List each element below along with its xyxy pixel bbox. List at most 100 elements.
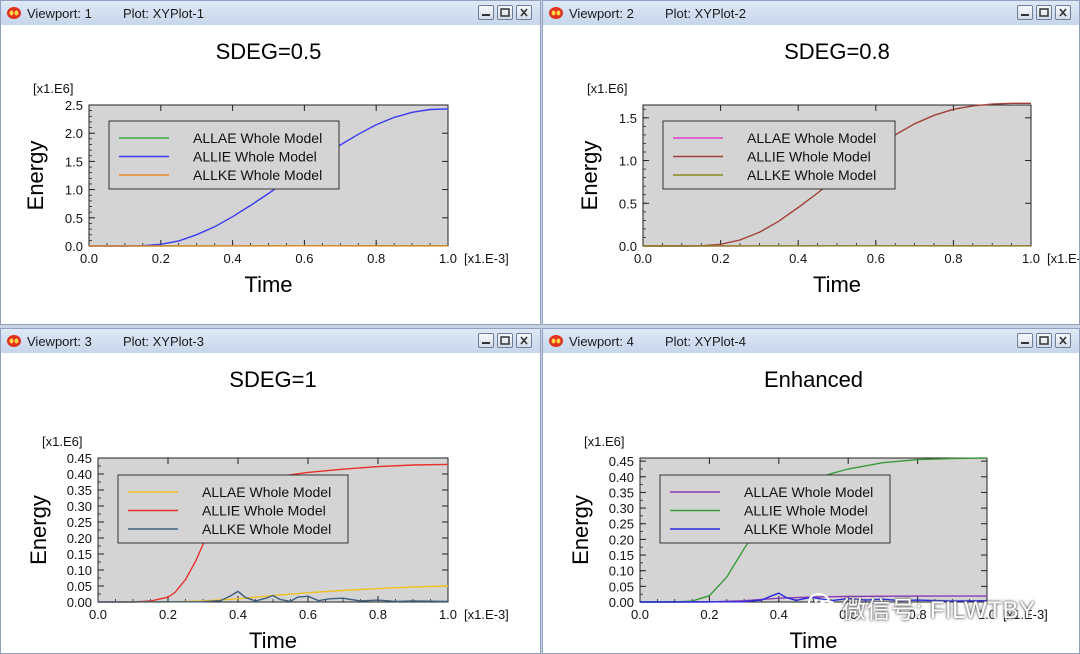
close-button[interactable] — [1055, 333, 1071, 348]
x-tick-label: 0.4 — [770, 607, 788, 622]
y-tick-label: 0.30 — [609, 501, 634, 516]
y-tick-label: 1.5 — [619, 111, 637, 126]
x-multiplier-label: [x1.E-3] — [1003, 607, 1048, 622]
x-tick-label: 0.2 — [152, 251, 170, 266]
x-tick-label: 1.0 — [978, 607, 996, 622]
y-tick-label: 0.00 — [67, 595, 92, 610]
viewport-label: Viewport: 1 — [27, 6, 92, 21]
x-multiplier-label: [x1.E-3] — [464, 251, 509, 266]
x-tick-label: 0.6 — [299, 607, 317, 622]
x-axis-label: Time — [244, 272, 292, 297]
viewport-title-bar[interactable]: Viewport: 4 Plot: XYPlot-4 — [543, 329, 1079, 354]
viewport-3[interactable]: Viewport: 3 Plot: XYPlot-3 SDEG=1 0.0 0.2 0… — [0, 328, 541, 654]
maximize-button[interactable] — [1036, 5, 1052, 20]
x-tick-label: 0.0 — [634, 251, 652, 266]
series-line-allke — [639, 592, 988, 603]
legend-box — [662, 120, 896, 190]
close-button[interactable] — [516, 5, 532, 20]
legend-label: ALLAE Whole Model — [193, 130, 322, 146]
maximize-button[interactable] — [497, 333, 513, 348]
y-multiplier-label: [x1.E6] — [42, 434, 82, 449]
legend-label: ALLIE Whole Model — [202, 503, 326, 519]
legend-label: ALLIE Whole Model — [747, 149, 871, 165]
xy-plot: Enhanced 0.0 0.2 0.4 0.6 0.8 1.0 [x1.E-3] Time 0.… — [568, 367, 1048, 653]
x-tick-label: 0.4 — [229, 607, 247, 622]
close-button[interactable] — [1055, 5, 1071, 20]
x-tick-label: 1.0 — [1022, 251, 1040, 266]
watermark-text: 微信号: FILWTBY — [842, 597, 1036, 624]
abaqus-viewport-icon — [7, 7, 21, 19]
close-button[interactable] — [516, 333, 532, 348]
y-multiplier-label: [x1.E6] — [33, 81, 73, 96]
x-tick-label: 0.6 — [839, 607, 857, 622]
plot-area[interactable]: SDEG=1 0.0 0.2 0.4 0.6 0.8 1.0 [x1.E-3] Time 0.00… — [1, 353, 540, 653]
close-icon — [1059, 336, 1067, 345]
close-icon — [1059, 8, 1067, 17]
chart-title: SDEG=0.5 — [216, 39, 322, 64]
viewport-title-bar[interactable]: Viewport: 1 Plot: XYPlot-1 — [1, 1, 540, 26]
x-multiplier-label: [x1.E-3] — [1047, 251, 1079, 266]
y-tick-label: 0.35 — [609, 485, 634, 500]
y-axis-label: Energy — [26, 495, 51, 565]
plot-area[interactable]: Enhanced 0.0 0.2 0.4 0.6 0.8 1.0 [x1.E-3] Time 0.… — [543, 353, 1079, 653]
plot-area[interactable]: SDEG=0.8 0.0 0.2 0.4 0.6 0.8 1.0 [x1.E-3] Time 0.… — [543, 25, 1079, 324]
y-tick-label: 0.15 — [609, 548, 634, 563]
y-tick-label: 0.30 — [67, 499, 92, 514]
x-tick-label: 0.0 — [89, 607, 107, 622]
maximize-button[interactable] — [497, 5, 513, 20]
minimize-button[interactable] — [1017, 333, 1033, 348]
viewport-4[interactable]: Viewport: 4 Plot: XYPlot-4 Enhanced 0.0 0.… — [542, 328, 1080, 654]
x-tick-label: 0.6 — [295, 251, 313, 266]
plot-label: Plot: XYPlot-3 — [123, 334, 204, 349]
chart-title: Enhanced — [764, 367, 863, 392]
x-tick-label: 1.0 — [439, 251, 457, 266]
xy-plot: SDEG=0.5 0.0 0.2 0.4 0.6 0.8 1.0 [x1.E-3] Time 0.… — [23, 39, 509, 297]
legend-label: ALLKE Whole Model — [202, 521, 331, 537]
legend-label: ALLKE Whole Model — [193, 167, 322, 183]
y-tick-label: 0.20 — [67, 531, 92, 546]
x-tick-label: 0.6 — [867, 251, 885, 266]
y-axis-label: Energy — [568, 495, 593, 565]
plot-area[interactable]: SDEG=0.5 0.0 0.2 0.4 0.6 0.8 1.0 [x1.E-3] Time 0.… — [1, 25, 540, 324]
maximize-icon — [500, 8, 510, 17]
y-tick-label: 0.5 — [619, 196, 637, 211]
y-tick-label: 0.00 — [609, 595, 634, 610]
abaqus-viewport-icon — [549, 335, 563, 347]
y-tick-label: 0.25 — [609, 517, 634, 532]
minimize-button[interactable] — [1017, 5, 1033, 20]
y-tick-label: 0.15 — [67, 547, 92, 562]
viewport-1[interactable]: Viewport: 1 Plot: XYPlot-1 SDEG=0.5 0.0 0.… — [0, 0, 541, 325]
viewport-2[interactable]: Viewport: 2 Plot: XYPlot-2 SDEG=0.8 0.0 0.… — [542, 0, 1080, 325]
x-tick-label: 0.4 — [224, 251, 242, 266]
legend-label: ALLKE Whole Model — [744, 521, 873, 537]
viewport-title-bar[interactable]: Viewport: 3 Plot: XYPlot-3 — [1, 329, 540, 354]
legend-label: ALLIE Whole Model — [193, 149, 317, 165]
maximize-button[interactable] — [1036, 333, 1052, 348]
y-tick-label: 0.05 — [67, 579, 92, 594]
maximize-icon — [1039, 336, 1049, 345]
y-multiplier-label: [x1.E6] — [587, 81, 627, 96]
x-tick-label: 0.8 — [369, 607, 387, 622]
chart-title: SDEG=1 — [229, 367, 316, 392]
legend-box — [659, 474, 891, 544]
close-icon — [520, 336, 528, 345]
y-tick-label: 2.5 — [65, 98, 83, 113]
minimize-button[interactable] — [478, 5, 494, 20]
legend-label: ALLIE Whole Model — [744, 503, 868, 519]
viewport-title-bar[interactable]: Viewport: 2 Plot: XYPlot-2 — [543, 1, 1079, 26]
x-tick-label: 0.2 — [700, 607, 718, 622]
y-tick-label: 0.05 — [609, 579, 634, 594]
y-tick-label: 0.40 — [609, 470, 634, 485]
legend-label: ALLAE Whole Model — [744, 484, 873, 500]
x-tick-label: 0.0 — [631, 607, 649, 622]
x-tick-label: 0.2 — [159, 607, 177, 622]
watermark: 微信号: FILWTBY — [808, 590, 1068, 624]
minimize-button[interactable] — [478, 333, 494, 348]
y-tick-label: 0.5 — [65, 211, 83, 226]
y-tick-label: 0.20 — [609, 532, 634, 547]
close-icon — [520, 8, 528, 17]
series-line-allke — [97, 590, 449, 603]
x-tick-label: 0.2 — [712, 251, 730, 266]
x-axis-label: Time — [249, 628, 297, 653]
y-tick-label: 0.35 — [67, 483, 92, 498]
